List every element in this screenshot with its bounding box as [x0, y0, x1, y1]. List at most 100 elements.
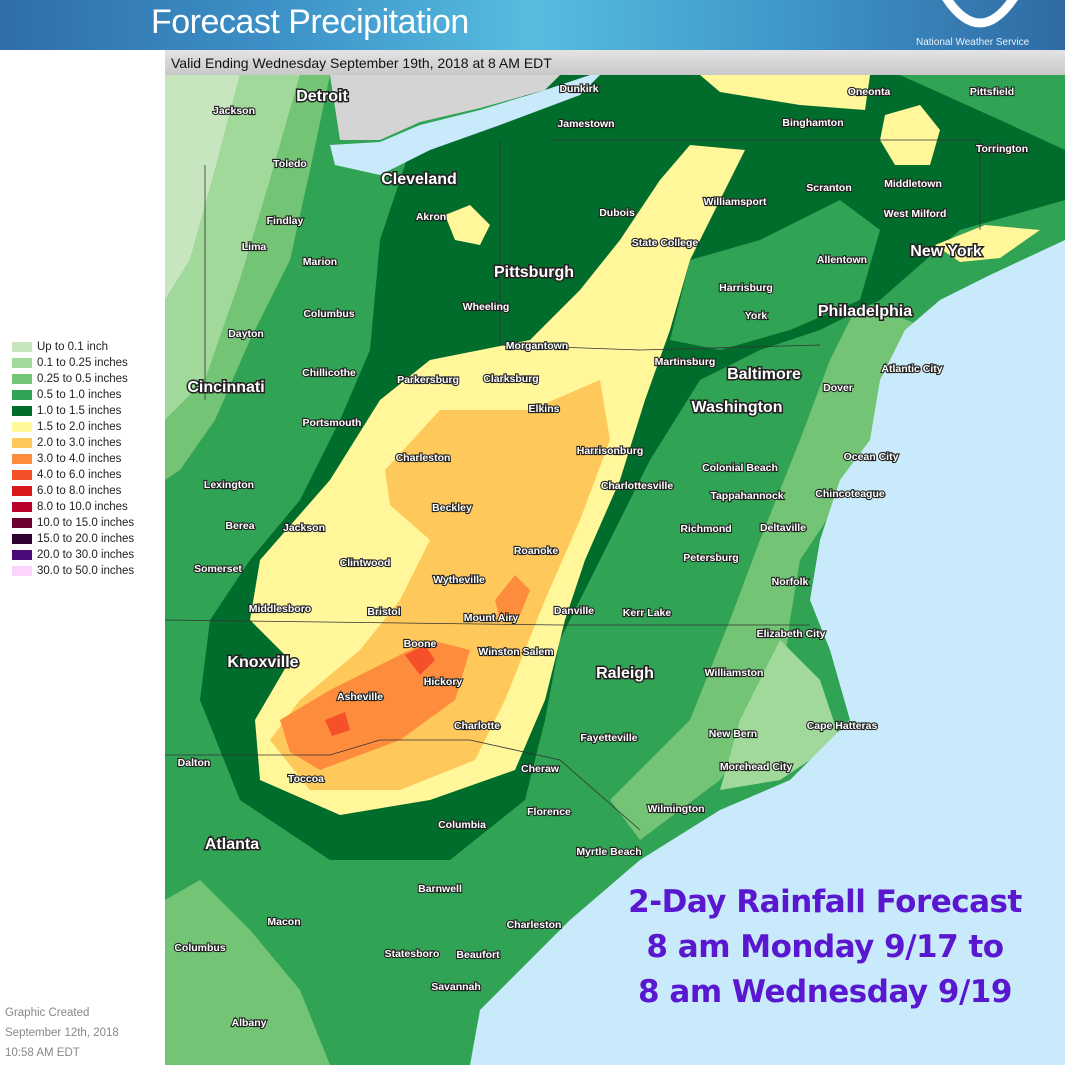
valid-time-bar: Valid Ending Wednesday September 19th, 2… [165, 50, 1065, 75]
lake-erie [330, 75, 600, 175]
city-label: Charlottesville [601, 480, 674, 492]
zone-1.5-2.0-ohio [445, 205, 490, 245]
city-label: Somerset [194, 563, 242, 575]
city-label: Boone [404, 638, 437, 650]
city-label: Clarksburg [483, 373, 538, 385]
legend-swatch [12, 438, 32, 448]
zone-0.1-0.25-coast [720, 640, 840, 790]
city-label: Toccoa [288, 773, 324, 785]
city-label: Lima [242, 241, 267, 253]
city-label: Dubois [599, 207, 635, 219]
legend-label: 10.0 to 15.0 inches [37, 517, 135, 529]
city-label: Akron [416, 211, 446, 223]
city-label: Williamston [705, 667, 764, 679]
annotation-line: 8 am Wednesday 9/19 [638, 974, 1012, 1010]
city-label: Petersburg [683, 552, 738, 564]
city-label: Florence [527, 806, 571, 818]
city-label: Norfolk [772, 576, 809, 588]
city-label: Chincoteague [815, 488, 885, 500]
city-label: New York [910, 243, 982, 260]
city-label: Danville [554, 605, 594, 617]
zone-1.5-2.0-ne [700, 75, 870, 110]
city-label: Detroit [296, 88, 348, 105]
zone-1.5-2.0-catskills [880, 105, 940, 165]
city-label: Charlotte [454, 720, 500, 732]
city-label: Dalton [178, 757, 211, 769]
legend-item: 30.0 to 50.0 inches [12, 563, 134, 579]
legend-label: 6.0 to 8.0 inches [37, 485, 122, 497]
city-label: Portsmouth [303, 417, 362, 429]
city-label: Charleston [507, 919, 562, 931]
city-labels: Detroit Jackson Toledo Cleveland Akron Findla… [173, 82, 1029, 1030]
legend-item: 4.0 to 6.0 inches [12, 467, 134, 483]
city-label: Fayetteville [580, 732, 637, 744]
city-label: Martinsburg [655, 356, 716, 368]
city-label: Macon [267, 916, 300, 928]
city-label: Philadelphia [818, 303, 912, 320]
city-label: West Milford [884, 208, 947, 220]
legend-label: 4.0 to 6.0 inches [37, 469, 122, 481]
zone-0.25-0.5-south [165, 880, 330, 1065]
city-label: Allentown [817, 254, 867, 266]
zone-0.25-0.5-coast [610, 300, 930, 840]
legend-swatch [12, 342, 32, 352]
legend-item: 0.1 to 0.25 inches [12, 355, 134, 371]
city-label: Jamestown [557, 118, 614, 130]
precipitation-map: Detroit Jackson Toledo Cleveland Akron Findla… [165, 75, 1065, 1065]
city-label: Cincinnati [187, 379, 264, 396]
legend-swatch [12, 454, 32, 464]
city-label: Beaufort [456, 949, 500, 961]
city-label: Morgantown [506, 340, 568, 352]
legend-label: 8.0 to 10.0 inches [37, 501, 128, 513]
legend-label: 1.5 to 2.0 inches [37, 421, 122, 433]
city-label: Middletown [884, 178, 942, 190]
nws-logo-icon [942, 0, 1018, 28]
city-label: Torrington [976, 143, 1028, 155]
city-label: Cape Hatteras [807, 720, 878, 732]
legend-label: 0.5 to 1.0 inches [37, 389, 122, 401]
valid-time-text: Valid Ending Wednesday September 19th, 2… [171, 55, 552, 71]
city-label: Columbus [303, 308, 354, 320]
city-label: Richmond [680, 523, 731, 535]
zone-3.0-4.0-va [495, 575, 530, 620]
city-label: Baltimore [727, 366, 801, 383]
legend-label: 30.0 to 50.0 inches [37, 565, 135, 577]
legend-item: 8.0 to 10.0 inches [12, 499, 134, 515]
agency-name: National Weather Service [916, 37, 1030, 48]
legend-swatch [12, 406, 32, 416]
city-label: Columbus [174, 942, 225, 954]
city-label: Pittsfield [970, 86, 1014, 98]
legend-item: 1.0 to 1.5 inches [12, 403, 134, 419]
city-label: State College [632, 237, 699, 249]
city-label: Atlanta [205, 836, 259, 853]
credit-line: Graphic Created [5, 1007, 90, 1019]
zone-4.0-6.0 [405, 645, 435, 675]
city-label: Kerr Lake [623, 607, 672, 619]
legend-item: 1.5 to 2.0 inches [12, 419, 134, 435]
legend-label: 0.25 to 0.5 inches [37, 373, 128, 385]
annotation-line: 2-Day Rainfall Forecast [628, 884, 1022, 920]
city-label: Knoxville [227, 654, 298, 671]
city-label: Binghamton [782, 117, 843, 129]
legend-item: 3.0 to 4.0 inches [12, 451, 134, 467]
city-label: Wheeling [463, 301, 510, 313]
city-label: Williamsport [704, 196, 767, 208]
city-label: Albany [231, 1017, 266, 1029]
legend-swatch [12, 470, 32, 480]
legend-label: Up to 0.1 inch [37, 341, 108, 353]
city-label: Roanoke [514, 545, 559, 557]
city-label: Jackson [213, 105, 255, 117]
city-label: Cleveland [381, 171, 457, 188]
city-label: Scranton [806, 182, 852, 194]
city-label: Myrtle Beach [576, 846, 641, 858]
city-label: Berea [225, 520, 254, 532]
city-label: Marion [303, 256, 337, 268]
city-label: Beckley [432, 502, 472, 514]
legend: Up to 0.1 inch 0.1 to 0.25 inches 0.25 to … [12, 339, 134, 579]
legend-swatch [12, 358, 32, 368]
legend-label: 0.1 to 0.25 inches [37, 357, 128, 369]
legend-item: 0.25 to 0.5 inches [12, 371, 134, 387]
state-borders [165, 139, 981, 831]
zone-up-to-0.1 [165, 75, 240, 300]
city-label: Bristol [367, 606, 400, 618]
